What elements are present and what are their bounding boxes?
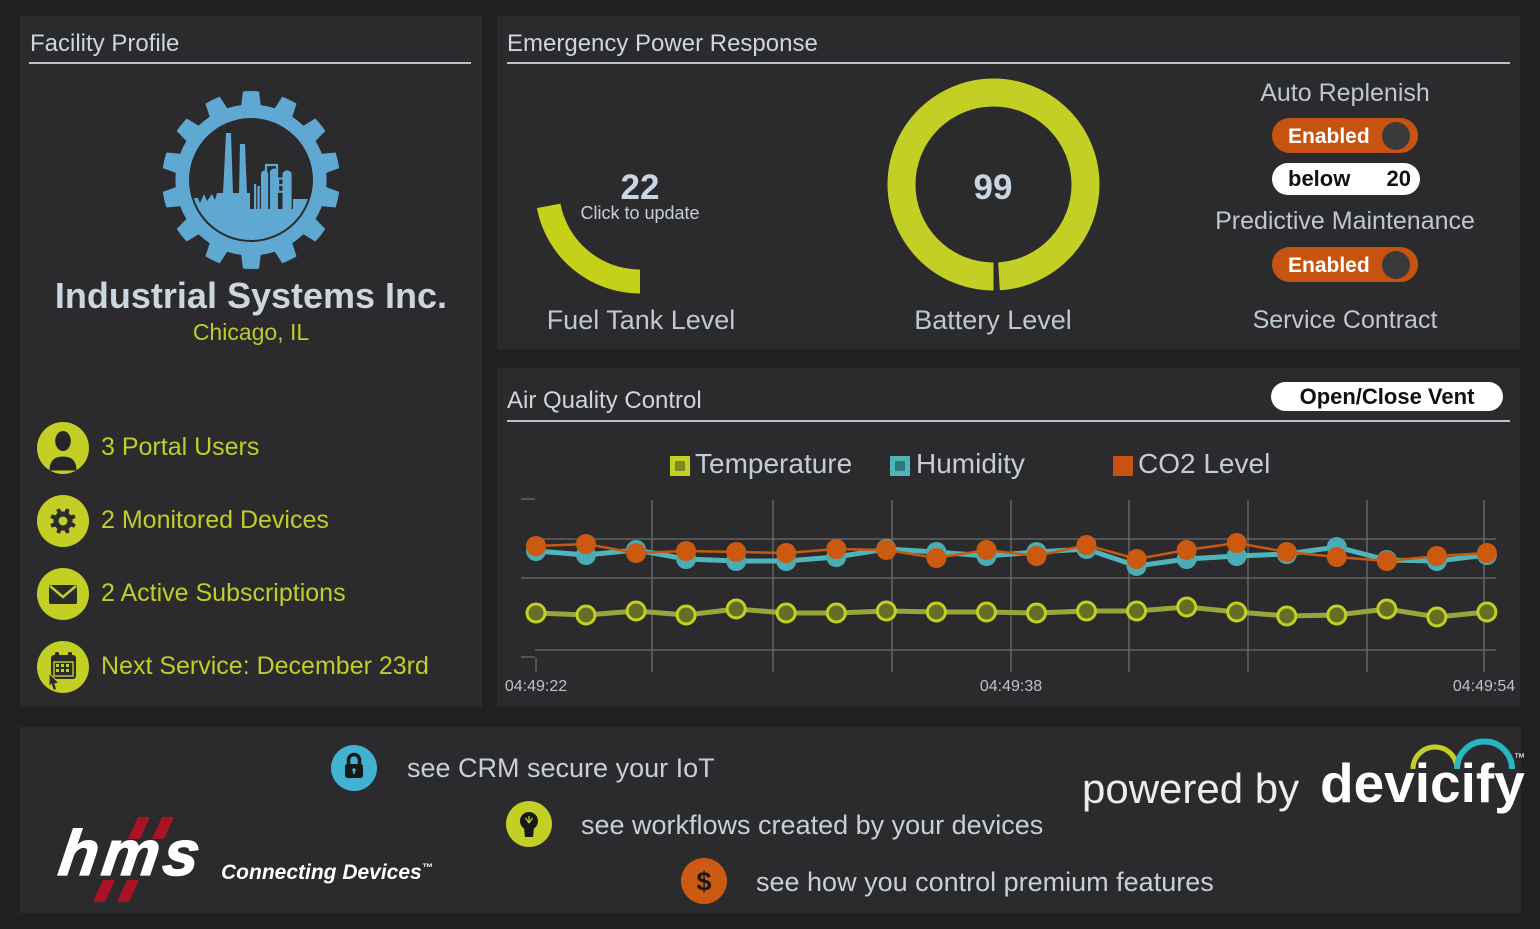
svg-text:$: $ (696, 867, 711, 897)
